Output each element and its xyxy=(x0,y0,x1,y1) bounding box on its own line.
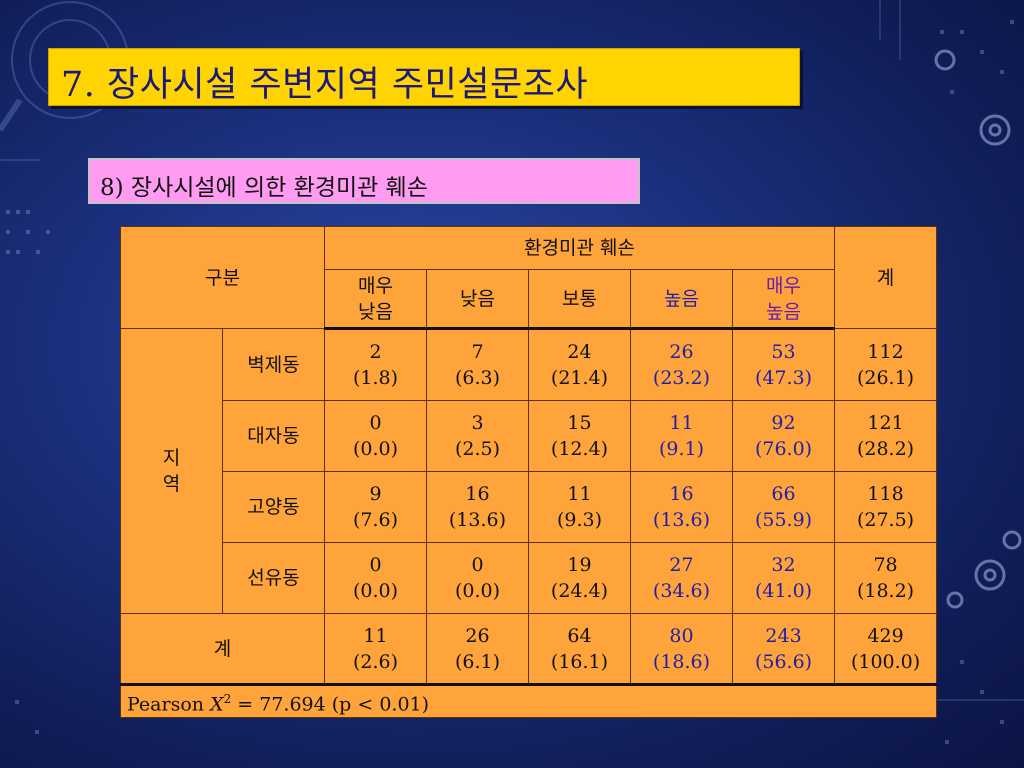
table-cell: 2 (1.8) xyxy=(324,328,427,401)
row-label: 고양동 xyxy=(222,471,325,543)
pearson-statistic: Pearson X2 = 77.694 (p < 0.01) xyxy=(119,683,938,719)
slide-title-box: 7. 장사시설 주변지역 주민설문조사 xyxy=(48,48,800,106)
table-cell: 78 (18.2) xyxy=(834,542,938,614)
table-cell: 66 (55.9) xyxy=(731,471,836,543)
table-cell: 15 (12.4) xyxy=(528,400,631,472)
table-cell: 32 (41.0) xyxy=(731,542,836,614)
row-label: 선유동 xyxy=(222,542,325,614)
subtitle-box: 8) 장사시설에 의한 환경미관 훼손 xyxy=(88,158,640,204)
table-cell: 19 (24.4) xyxy=(528,542,631,614)
slide-title: 7. 장사시설 주변지역 주민설문조사 xyxy=(61,65,589,105)
total-cell: 26 (6.1) xyxy=(426,613,529,686)
table-cell: 24 (21.4) xyxy=(528,328,631,401)
row-label: 벽제동 xyxy=(222,328,325,401)
table-cell: 121 (28.2) xyxy=(834,400,938,472)
row-label: 대자동 xyxy=(222,400,325,472)
table-cell: 9 (7.6) xyxy=(324,471,427,543)
column-header: 높음 xyxy=(630,269,733,330)
table-cell: 118 (27.5) xyxy=(834,471,938,543)
total-label: 계 xyxy=(120,613,325,686)
table-cell: 92 (76.0) xyxy=(731,400,836,472)
column-header: 보통 xyxy=(528,269,631,330)
column-header: 매우 높음 xyxy=(731,269,836,330)
table-cell: 3 (2.5) xyxy=(426,400,529,472)
total-cell: 11 (2.6) xyxy=(324,613,427,686)
table-cell: 11 (9.3) xyxy=(528,471,631,543)
header-total: 계 xyxy=(834,226,938,329)
column-header: 낮음 xyxy=(426,269,529,330)
table-cell: 0 (0.0) xyxy=(426,542,529,614)
table-cell: 11 (9.1) xyxy=(630,400,733,472)
table-cell: 112 (26.1) xyxy=(834,328,938,401)
total-cell: 429 (100.0) xyxy=(834,613,938,686)
header-main: 환경미관 훼손 xyxy=(323,226,836,270)
subtitle: 8) 장사시설에 의한 환경미관 훼손 xyxy=(100,175,428,201)
total-cell: 243 (56.6) xyxy=(731,613,836,686)
total-cell: 80 (18.6) xyxy=(630,613,733,686)
table-cell: 0 (0.0) xyxy=(324,400,427,472)
table-cell: 27 (34.6) xyxy=(630,542,733,614)
header-group: 구분 xyxy=(120,226,325,329)
column-header: 매우 낮음 xyxy=(324,269,427,330)
table-cell: 53 (47.3) xyxy=(731,328,836,401)
total-cell: 64 (16.1) xyxy=(528,613,631,686)
table-cell: 16 (13.6) xyxy=(426,471,529,543)
table-cell: 7 (6.3) xyxy=(426,328,529,401)
table-cell: 26 (23.2) xyxy=(630,328,733,401)
table-cell: 16 (13.6) xyxy=(630,471,733,543)
table-cell: 0 (0.0) xyxy=(324,542,427,614)
